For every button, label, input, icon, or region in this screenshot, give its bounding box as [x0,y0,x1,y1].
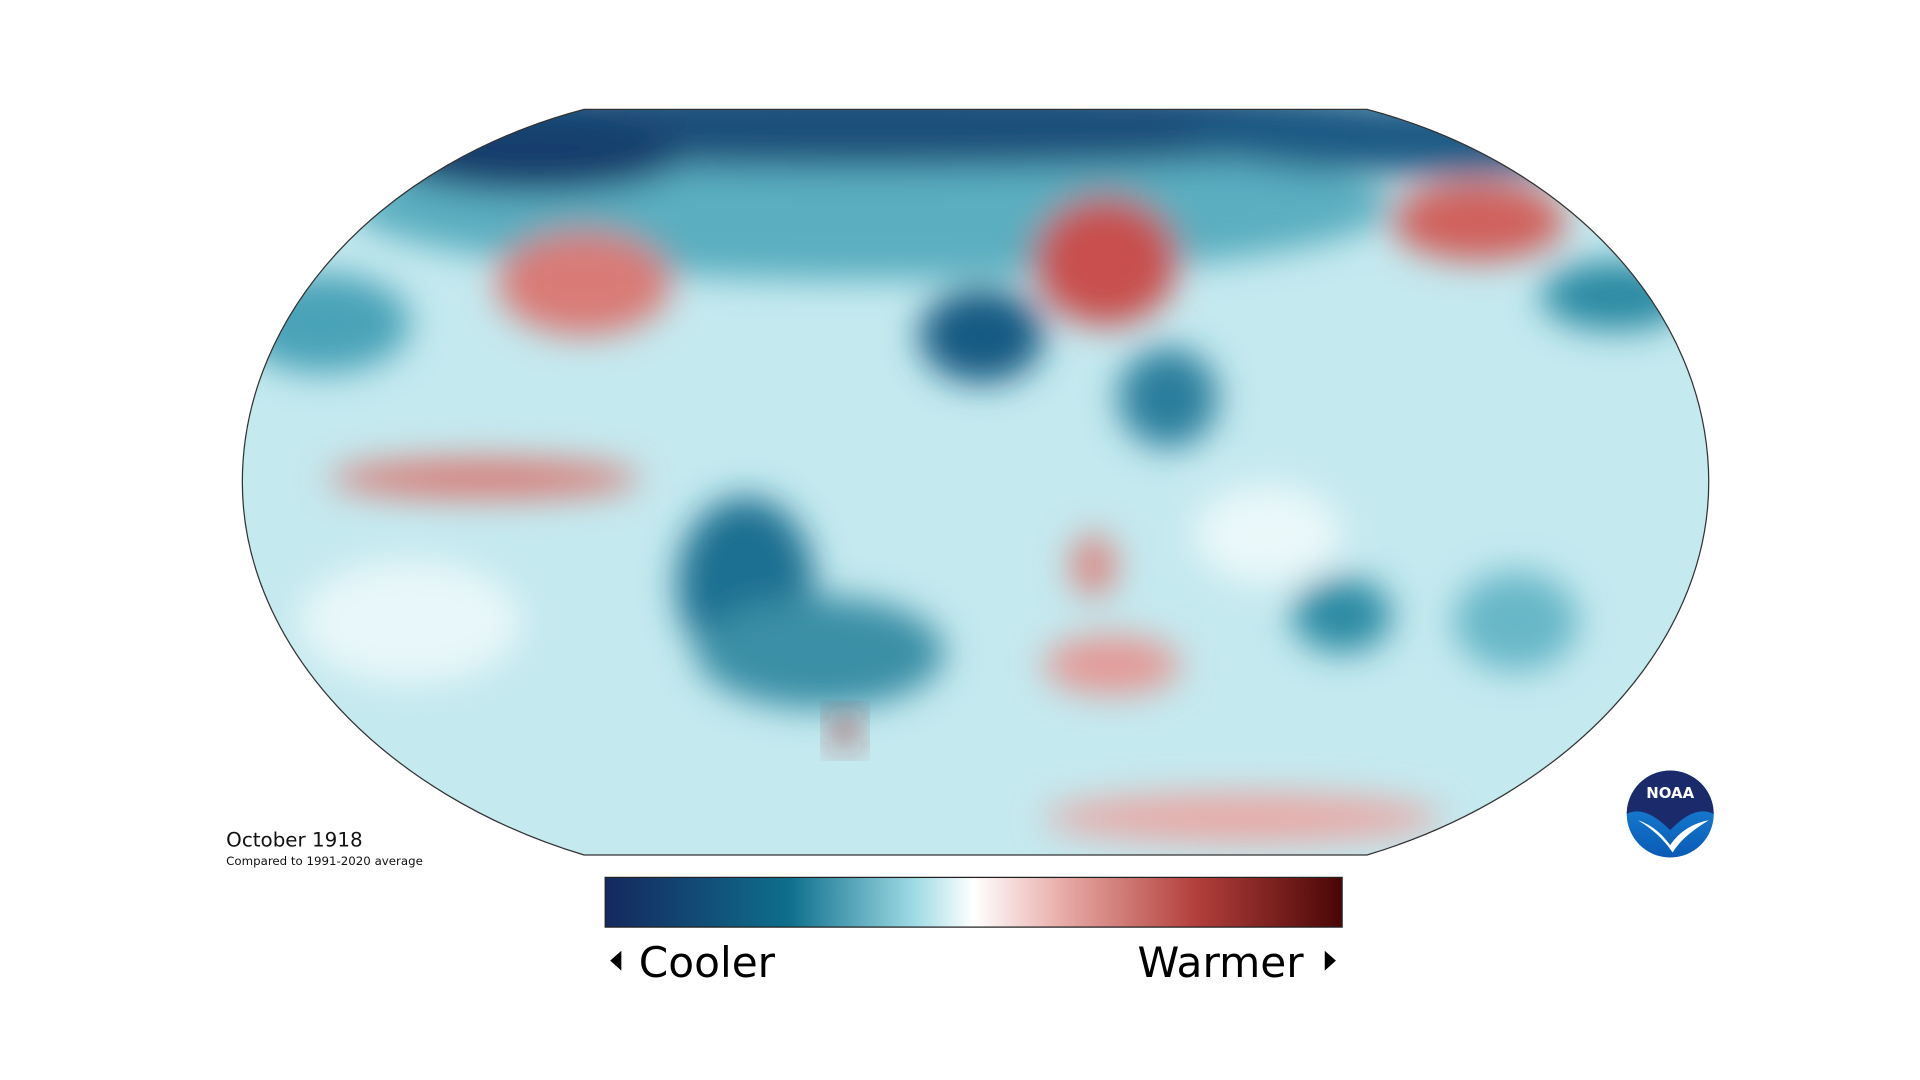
hot-spot [832,715,858,746]
warmer-arrow [1324,950,1336,971]
map-title: October 1918 [226,828,362,851]
logo-gull [1637,820,1709,853]
anomaly-map [242,109,1709,856]
legend-low-label: Cooler [639,938,776,987]
noaa-logo: NOAA [1626,770,1714,858]
color-bar [604,876,1343,928]
map-subtitle: Compared to 1991-2020 average [226,854,423,868]
cooler-arrow [610,950,622,971]
logo-text: NOAA [1646,784,1694,802]
anomaly-fields [242,109,1691,843]
map-outline [241,108,1710,856]
logo-top [1626,770,1714,831]
legend-high-label: Warmer [1137,938,1304,987]
